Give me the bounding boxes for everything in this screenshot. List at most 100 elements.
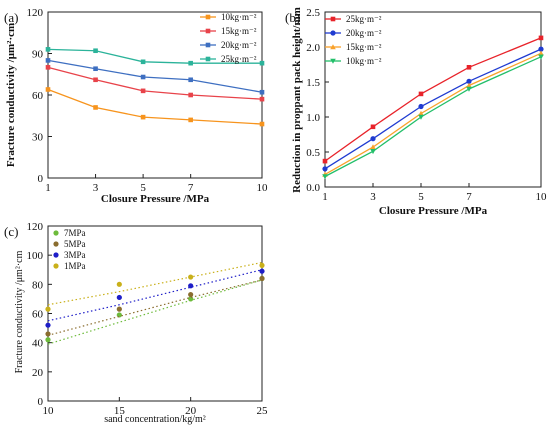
- legend-label: 3MPa: [64, 250, 86, 260]
- data-point: [140, 88, 146, 94]
- data-point: [259, 268, 265, 274]
- legend-item: 15kg·m⁻²: [325, 42, 382, 52]
- trend-line: [47, 261, 263, 306]
- x-tick-label: 3: [93, 182, 99, 194]
- y-tick-label: 2.5: [306, 7, 320, 19]
- x-tick-label: 15: [114, 405, 126, 417]
- x-tick-label: 5: [418, 191, 424, 203]
- series-3: [45, 58, 265, 95]
- data-point: [116, 312, 122, 318]
- data-point: [322, 174, 328, 180]
- legend-marker: [53, 241, 59, 247]
- y-tick-label: 20: [32, 367, 44, 379]
- legend-marker: [53, 230, 59, 236]
- y-tick-label: 1.5: [306, 77, 320, 89]
- y-tick-label: 100: [27, 250, 44, 262]
- data-point: [466, 82, 472, 88]
- series-line: [47, 88, 263, 125]
- data-point: [259, 121, 265, 127]
- y-tick-label: 2.0: [306, 42, 320, 54]
- data-point: [538, 54, 544, 60]
- data-point: [259, 275, 265, 282]
- data-point: [93, 77, 98, 83]
- data-point: [322, 166, 328, 172]
- y-tick-label: 60: [32, 90, 44, 102]
- data-point: [93, 105, 98, 110]
- data-point: [45, 306, 51, 312]
- x-tick-label: 10: [536, 191, 548, 203]
- legend-item: 10kg·m⁻²: [325, 56, 382, 66]
- legend-item: 3MPa: [53, 250, 86, 260]
- legend-item: 7MPa: [53, 228, 86, 238]
- x-tick-label: 10: [257, 182, 269, 194]
- legend-item: 20kg·m⁻²: [325, 28, 382, 38]
- legend-label: 10kg·m⁻²: [346, 56, 382, 66]
- data-point: [140, 74, 146, 80]
- panel-label: (c): [4, 224, 18, 239]
- data-point: [45, 337, 51, 343]
- data-point: [116, 294, 122, 301]
- data-point: [259, 89, 265, 95]
- legend-marker: [330, 16, 336, 22]
- legend-item: 15kg·m⁻²: [200, 26, 257, 36]
- panel-label: (a): [4, 10, 18, 25]
- data-point: [259, 96, 265, 102]
- y-tick-label: 40: [32, 338, 44, 350]
- legend-marker: [330, 44, 336, 50]
- legend-label: 20kg·m⁻²: [221, 40, 257, 50]
- data-point: [188, 283, 194, 289]
- legend-item: 25kg·m⁻²: [325, 14, 382, 24]
- series-1: [322, 35, 544, 164]
- y-axis-title: Fracture conductivity /μm²·cm: [5, 23, 17, 167]
- legend-item: 1MPa: [53, 261, 86, 271]
- legend: 25kg·m⁻² 20kg·m⁻² 15kg·m⁻² 10kg·m⁻²: [325, 14, 382, 66]
- plot-frame: [47, 11, 263, 179]
- x-axis-title: Closure Pressure /MPa: [101, 193, 210, 205]
- y-tick-label: 0: [38, 396, 44, 408]
- series-4: [45, 261, 265, 312]
- data-point: [418, 91, 424, 97]
- data-point: [370, 144, 376, 150]
- series-1: [45, 275, 265, 345]
- data-point: [45, 58, 51, 63]
- y-tick-label: 30: [32, 132, 44, 144]
- legend-label: 10kg·m⁻²: [221, 12, 257, 22]
- trend-line: [47, 269, 263, 322]
- data-point: [322, 158, 328, 164]
- data-point: [538, 35, 544, 41]
- data-point: [370, 124, 376, 130]
- y-tick-label: 80: [32, 279, 44, 291]
- y-tick-label: 60: [32, 309, 44, 321]
- legend-item: 10kg·m⁻²: [200, 12, 257, 22]
- x-axis-title: sand concentration/kg/m²: [104, 414, 206, 425]
- data-point: [45, 331, 51, 337]
- data-point: [45, 322, 51, 328]
- legend-marker: [330, 58, 336, 64]
- data-point: [466, 86, 472, 92]
- legend-marker: [53, 252, 59, 258]
- y-tick-label: 90: [32, 49, 44, 61]
- series-1: [45, 87, 265, 127]
- data-point: [538, 46, 544, 52]
- legend-marker: [205, 14, 211, 20]
- data-point: [259, 60, 265, 66]
- plot-frame: [324, 11, 542, 188]
- y-tick-label: 1.0: [306, 112, 320, 124]
- y-tick-label: 0.5: [306, 147, 320, 159]
- data-point: [418, 114, 424, 120]
- legend-marker: [53, 263, 59, 269]
- legend-label: 1MPa: [64, 261, 86, 271]
- chart-panel-1: 1 3 5 7 10 0 30 60 90 120 Closure Pressure /MPa Fra…: [4, 7, 268, 205]
- legend-label: 5MPa: [64, 239, 86, 249]
- y-tick-label: 120: [27, 7, 44, 19]
- series-2: [45, 275, 265, 337]
- data-point: [116, 281, 122, 287]
- legend-marker: [205, 42, 211, 48]
- series-line: [324, 48, 542, 170]
- trend-line: [47, 279, 263, 336]
- data-point: [188, 92, 193, 98]
- legend-item: 25kg·m⁻²: [200, 54, 257, 64]
- data-point: [140, 59, 146, 65]
- data-point: [93, 66, 98, 72]
